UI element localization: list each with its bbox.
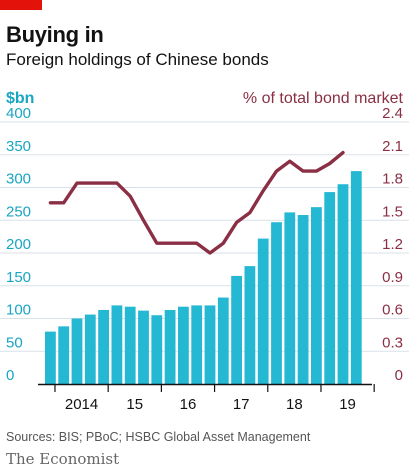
bar	[204, 305, 216, 384]
right-tick-label: 0.3	[382, 334, 403, 351]
bar	[244, 266, 256, 384]
line-path	[48, 150, 345, 255]
bar	[111, 305, 123, 384]
left-tick-label: 100	[6, 302, 31, 319]
x-tick-label: 15	[126, 396, 143, 413]
bar	[124, 306, 136, 384]
bar	[297, 215, 309, 384]
bar	[71, 318, 83, 384]
bar	[84, 314, 96, 384]
x-tick-label: 17	[233, 396, 250, 413]
bar	[231, 275, 242, 384]
bar	[164, 309, 176, 384]
right-axis-label: % of total bond market	[242, 90, 403, 107]
line-series	[48, 150, 345, 255]
source-note: Sources: BIS; PBoC; HSBC Global Asset Ma…	[6, 430, 311, 444]
bar	[58, 326, 70, 384]
chart-title: Buying in	[6, 22, 104, 47]
bar	[191, 305, 203, 384]
right-tick-label: 0.9	[382, 269, 403, 286]
bar	[45, 331, 56, 384]
bar	[151, 315, 163, 384]
publisher-brand: The Economist	[6, 450, 120, 468]
right-tick-label: 1.8	[382, 171, 403, 188]
bar	[217, 297, 229, 384]
left-tick-label: 50	[6, 334, 23, 351]
right-tick-label: 1.2	[382, 236, 403, 253]
brand-accent-tag	[0, 0, 42, 10]
bar	[257, 238, 269, 384]
left-tick-label: 0	[6, 367, 14, 384]
left-axis-label: $bn	[6, 90, 35, 107]
chart-subtitle: Foreign holdings of Chinese bonds	[6, 50, 269, 69]
bar	[337, 184, 349, 384]
bar	[98, 309, 109, 384]
right-tick-label: 1.5	[382, 203, 403, 220]
left-tick-label: 300	[6, 171, 31, 188]
bar	[271, 222, 282, 384]
right-tick-label: 0.6	[382, 302, 403, 319]
x-axis: 2014 15 16 17 18 19	[38, 383, 375, 413]
right-y-axis: 0 0.3 0.6 0.9 1.2 1.5 1.8 2.1 2.4	[382, 105, 403, 384]
x-tick-label: 16	[180, 396, 197, 413]
right-tick-label: 2.1	[382, 138, 403, 155]
bar	[178, 306, 189, 384]
bar	[311, 207, 322, 384]
left-tick-label: 400	[6, 105, 31, 122]
right-tick-label: 2.4	[382, 105, 403, 122]
bar	[324, 192, 336, 384]
bar-series	[45, 171, 362, 384]
bar	[350, 171, 362, 384]
left-tick-label: 350	[6, 138, 31, 155]
x-tick-label: 18	[286, 396, 303, 413]
right-tick-label: 0	[395, 367, 403, 384]
left-tick-label: 250	[6, 203, 31, 220]
left-tick-label: 200	[6, 236, 31, 253]
bar	[138, 310, 149, 384]
left-y-axis: 0 50 100 150 200 250 300 350 400	[6, 105, 31, 384]
bar	[284, 212, 296, 384]
x-tick-label: 19	[339, 396, 356, 413]
left-tick-label: 150	[6, 269, 31, 286]
x-tick-label: 2014	[65, 396, 98, 413]
